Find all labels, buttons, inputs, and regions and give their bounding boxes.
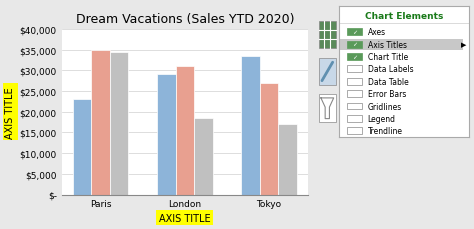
Text: Legend: Legend xyxy=(368,114,396,123)
Text: ✓: ✓ xyxy=(352,42,357,47)
Text: Gridlines: Gridlines xyxy=(368,102,402,111)
FancyBboxPatch shape xyxy=(319,95,336,123)
X-axis label: AXIS TITLE: AXIS TITLE xyxy=(159,213,210,223)
FancyBboxPatch shape xyxy=(346,79,362,85)
Bar xyxy=(91,50,110,195)
Text: Chart Elements: Chart Elements xyxy=(365,11,443,20)
Bar xyxy=(157,75,175,195)
Title: Dream Vacations (Sales YTD 2020): Dream Vacations (Sales YTD 2020) xyxy=(76,13,294,26)
FancyBboxPatch shape xyxy=(319,22,336,49)
FancyBboxPatch shape xyxy=(346,54,362,61)
FancyBboxPatch shape xyxy=(346,41,362,48)
FancyBboxPatch shape xyxy=(319,58,336,86)
Text: Axes: Axes xyxy=(368,28,386,37)
Bar xyxy=(278,125,297,195)
Text: Chart Title: Chart Title xyxy=(368,53,408,62)
Text: Trendline: Trendline xyxy=(368,127,402,136)
Text: ✓: ✓ xyxy=(352,30,357,35)
Text: Data Table: Data Table xyxy=(368,77,408,86)
Bar xyxy=(175,67,194,195)
Bar xyxy=(241,57,260,195)
Bar xyxy=(110,52,128,195)
Text: Axis Titles: Axis Titles xyxy=(368,41,407,49)
FancyBboxPatch shape xyxy=(346,128,362,135)
FancyBboxPatch shape xyxy=(339,39,463,50)
Text: Data Labels: Data Labels xyxy=(368,65,413,74)
Bar xyxy=(73,100,91,195)
FancyBboxPatch shape xyxy=(346,115,362,122)
Text: ▶: ▶ xyxy=(461,42,467,48)
FancyBboxPatch shape xyxy=(346,29,362,36)
Text: Error Bars: Error Bars xyxy=(368,90,406,99)
FancyBboxPatch shape xyxy=(346,66,362,73)
Bar xyxy=(260,83,278,195)
FancyBboxPatch shape xyxy=(346,103,362,110)
Bar xyxy=(194,118,213,195)
FancyBboxPatch shape xyxy=(346,91,362,98)
Y-axis label: AXIS TITLE: AXIS TITLE xyxy=(5,87,15,138)
Text: ✓: ✓ xyxy=(352,55,357,60)
